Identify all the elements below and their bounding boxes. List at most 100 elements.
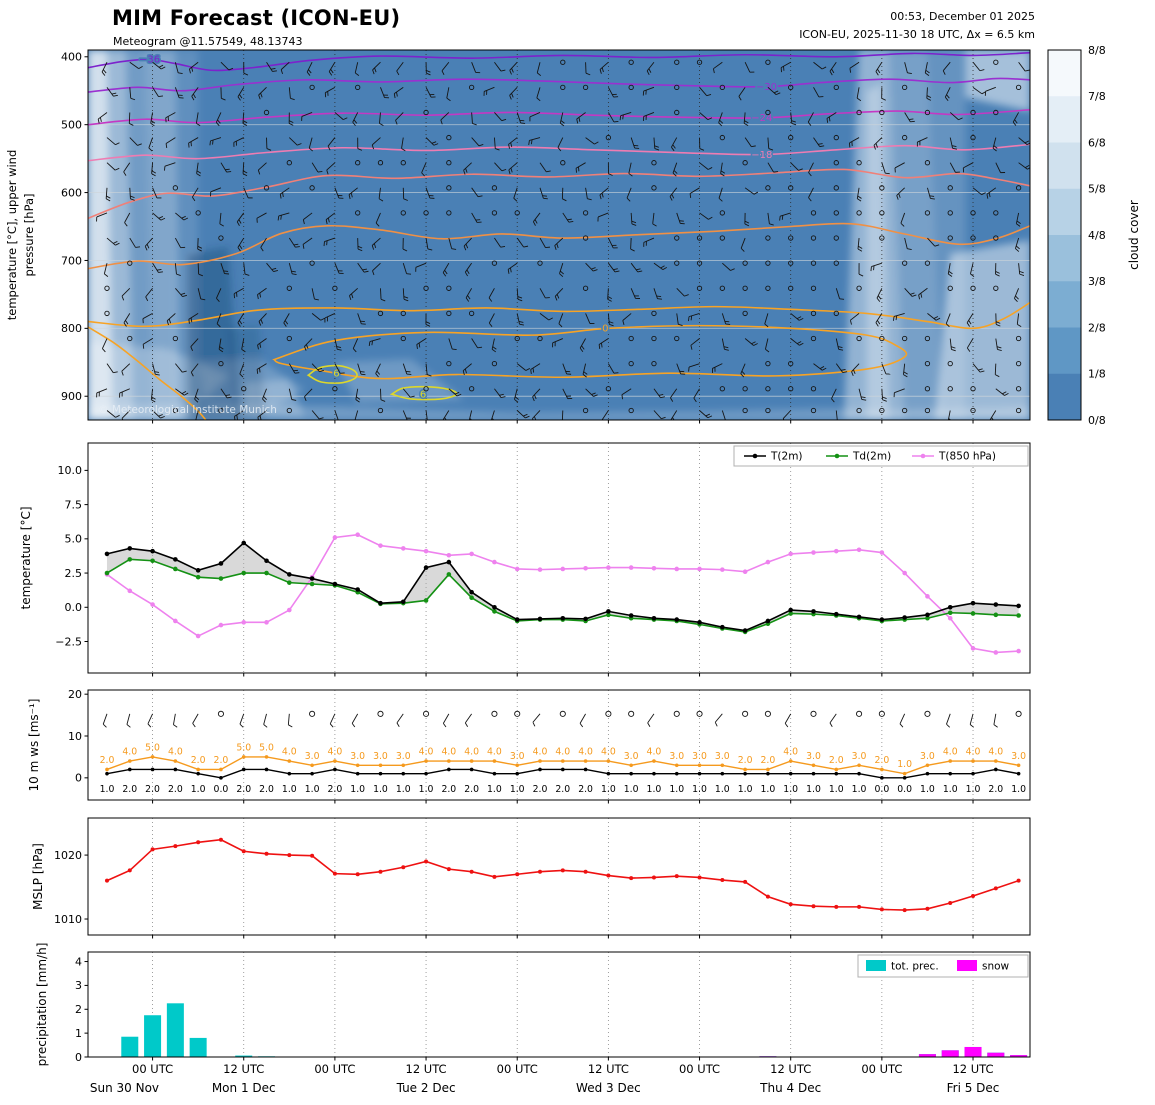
mslp-axes: 1020 1010 xyxy=(54,817,1031,939)
svg-text:© Meteorological Institute Mun: © Meteorological Institute Munich xyxy=(98,404,277,416)
svg-text:Thu 4 Dec: Thu 4 Dec xyxy=(759,1081,821,1095)
svg-text:2.0: 2.0 xyxy=(761,755,776,766)
wind-speed-series: 1.0 2.0 2.0 2.0 1.0 0.0 2.0 2.0 1.0 1.0 2.0 1.0 1.0 1… xyxy=(100,767,1026,795)
temperature-panel: T(2m) Td(2m) T(850 hPa) temperature [°C] xyxy=(19,443,1029,673)
svg-text:500: 500 xyxy=(61,118,82,131)
mslp-series xyxy=(104,837,1021,913)
svg-text:MSLP [hPa]: MSLP [hPa] xyxy=(31,843,45,910)
wind-axes: 0 10 20 xyxy=(68,688,1031,804)
svg-text:1.0: 1.0 xyxy=(783,784,798,795)
svg-text:2.0: 2.0 xyxy=(100,755,115,766)
svg-text:Wed 3 Dec: Wed 3 Dec xyxy=(576,1081,641,1095)
svg-text:5.0: 5.0 xyxy=(145,742,160,753)
svg-text:3: 3 xyxy=(75,979,82,992)
svg-text:Mon 1 Dec: Mon 1 Dec xyxy=(212,1081,276,1095)
svg-text:1.0: 1.0 xyxy=(350,784,365,795)
svg-text:1.0: 1.0 xyxy=(100,784,115,795)
svg-text:0.0: 0.0 xyxy=(874,784,889,795)
svg-text:4.0: 4.0 xyxy=(647,747,662,758)
svg-text:2/8: 2/8 xyxy=(1088,321,1106,334)
svg-text:8/8: 8/8 xyxy=(1088,44,1106,57)
mslp-panel: MSLP [hPa] xyxy=(31,818,1021,935)
svg-text:1.0: 1.0 xyxy=(738,784,753,795)
svg-text:4/8: 4/8 xyxy=(1088,229,1106,242)
svg-text:10.0: 10.0 xyxy=(58,464,83,477)
page-subtitle: Meteogram @11.57549, 48.13743 xyxy=(113,35,303,48)
svg-text:0/8: 0/8 xyxy=(1088,414,1106,427)
svg-text:1.0: 1.0 xyxy=(761,784,776,795)
svg-text:1: 1 xyxy=(75,1027,82,1040)
svg-text:1.0: 1.0 xyxy=(487,784,502,795)
svg-text:0.0: 0.0 xyxy=(897,784,912,795)
svg-text:4.0: 4.0 xyxy=(578,747,593,758)
svg-text:12 UTC: 12 UTC xyxy=(588,1062,629,1076)
temperature-ylabel: temperature [°C] xyxy=(19,507,33,610)
svg-text:2.0: 2.0 xyxy=(578,784,593,795)
svg-text:4: 4 xyxy=(75,955,82,968)
svg-text:1.0: 1.0 xyxy=(966,784,981,795)
svg-text:2.0: 2.0 xyxy=(259,784,274,795)
svg-text:12 UTC: 12 UTC xyxy=(406,1062,447,1076)
series-t-850-hpa- xyxy=(104,532,1021,655)
svg-text:3.0: 3.0 xyxy=(396,751,411,762)
svg-text:2.0: 2.0 xyxy=(738,755,753,766)
svg-text:4.0: 4.0 xyxy=(441,747,456,758)
svg-text:00 UTC: 00 UTC xyxy=(314,1062,355,1076)
cross-section-axes: 400 500 600 700 800 900 xyxy=(61,49,1031,424)
svg-text:2.0: 2.0 xyxy=(464,784,479,795)
precipitation-axes: 0 1 2 3 4 xyxy=(75,951,1031,1064)
svg-text:2.0: 2.0 xyxy=(236,784,251,795)
svg-text:−2.5: −2.5 xyxy=(55,635,82,648)
svg-text:1.0: 1.0 xyxy=(920,784,935,795)
svg-text:4.0: 4.0 xyxy=(943,747,958,758)
wind-ylabel: 10 m ws [ms⁻¹] xyxy=(27,699,41,792)
svg-text:temperature [°C]: temperature [°C] xyxy=(19,507,33,610)
svg-text:3.0: 3.0 xyxy=(350,751,365,762)
svg-text:0: 0 xyxy=(75,772,82,785)
svg-text:1.0: 1.0 xyxy=(396,784,411,795)
svg-text:4.0: 4.0 xyxy=(464,747,479,758)
svg-text:5.0: 5.0 xyxy=(65,533,83,546)
svg-text:2.5: 2.5 xyxy=(65,567,83,580)
svg-text:5.0: 5.0 xyxy=(259,742,274,753)
gust-series: 2.0 4.0 5.0 4.0 2.0 2.0 5.0 5.0 4.0 3.0 4.0 3.0 3.0 3… xyxy=(100,742,1026,776)
svg-text:3.0: 3.0 xyxy=(373,751,388,762)
creation-timestamp: 00:53, December 01 2025 xyxy=(890,10,1035,23)
svg-text:Td(2m): Td(2m) xyxy=(852,451,891,463)
svg-text:6: 6 xyxy=(420,389,426,400)
svg-text:7/8: 7/8 xyxy=(1088,90,1106,103)
svg-text:1.0: 1.0 xyxy=(852,784,867,795)
svg-text:00 UTC: 00 UTC xyxy=(679,1062,720,1076)
time-axis-labels: 00 UTC 12 UTC 00 UTC 12 UTC 00 UTC 12 UTC 00 U… xyxy=(90,1062,1000,1095)
svg-text:12 UTC: 12 UTC xyxy=(952,1062,993,1076)
precipitation-panel: tot. prec. snow precipitation [mm/h] xyxy=(35,943,1029,1067)
svg-text:1.0: 1.0 xyxy=(1011,784,1026,795)
series-t-2m- xyxy=(104,540,1021,633)
svg-text:00 UTC: 00 UTC xyxy=(861,1062,902,1076)
svg-text:4.0: 4.0 xyxy=(533,747,548,758)
svg-text:3.0: 3.0 xyxy=(715,751,730,762)
svg-text:600: 600 xyxy=(61,186,82,199)
svg-text:precipitation [mm/h]: precipitation [mm/h] xyxy=(35,943,49,1067)
svg-text:1.0: 1.0 xyxy=(305,784,320,795)
svg-text:cloud cover: cloud cover xyxy=(1127,200,1141,270)
svg-text:2.0: 2.0 xyxy=(122,784,137,795)
svg-text:900: 900 xyxy=(61,390,82,403)
svg-text:6/8: 6/8 xyxy=(1088,136,1106,149)
svg-text:2.0: 2.0 xyxy=(441,784,456,795)
svg-text:3.0: 3.0 xyxy=(305,751,320,762)
snow-bars xyxy=(759,1046,1028,1057)
svg-text:0.0: 0.0 xyxy=(214,784,229,795)
precipitation-gridlines xyxy=(152,952,974,1057)
svg-text:20: 20 xyxy=(68,688,82,701)
header-meta: 00:53, December 01 2025 ICON-EU, 2025-11… xyxy=(799,8,1035,44)
svg-text:2.0: 2.0 xyxy=(327,784,342,795)
svg-text:3.0: 3.0 xyxy=(1011,751,1026,762)
temperature-axes: 10.0 7.5 5.0 2.5 0.0 −2.5 xyxy=(55,442,1031,677)
svg-text:snow: snow xyxy=(982,961,1010,973)
svg-text:2.0: 2.0 xyxy=(533,784,548,795)
svg-text:1.0: 1.0 xyxy=(692,784,707,795)
